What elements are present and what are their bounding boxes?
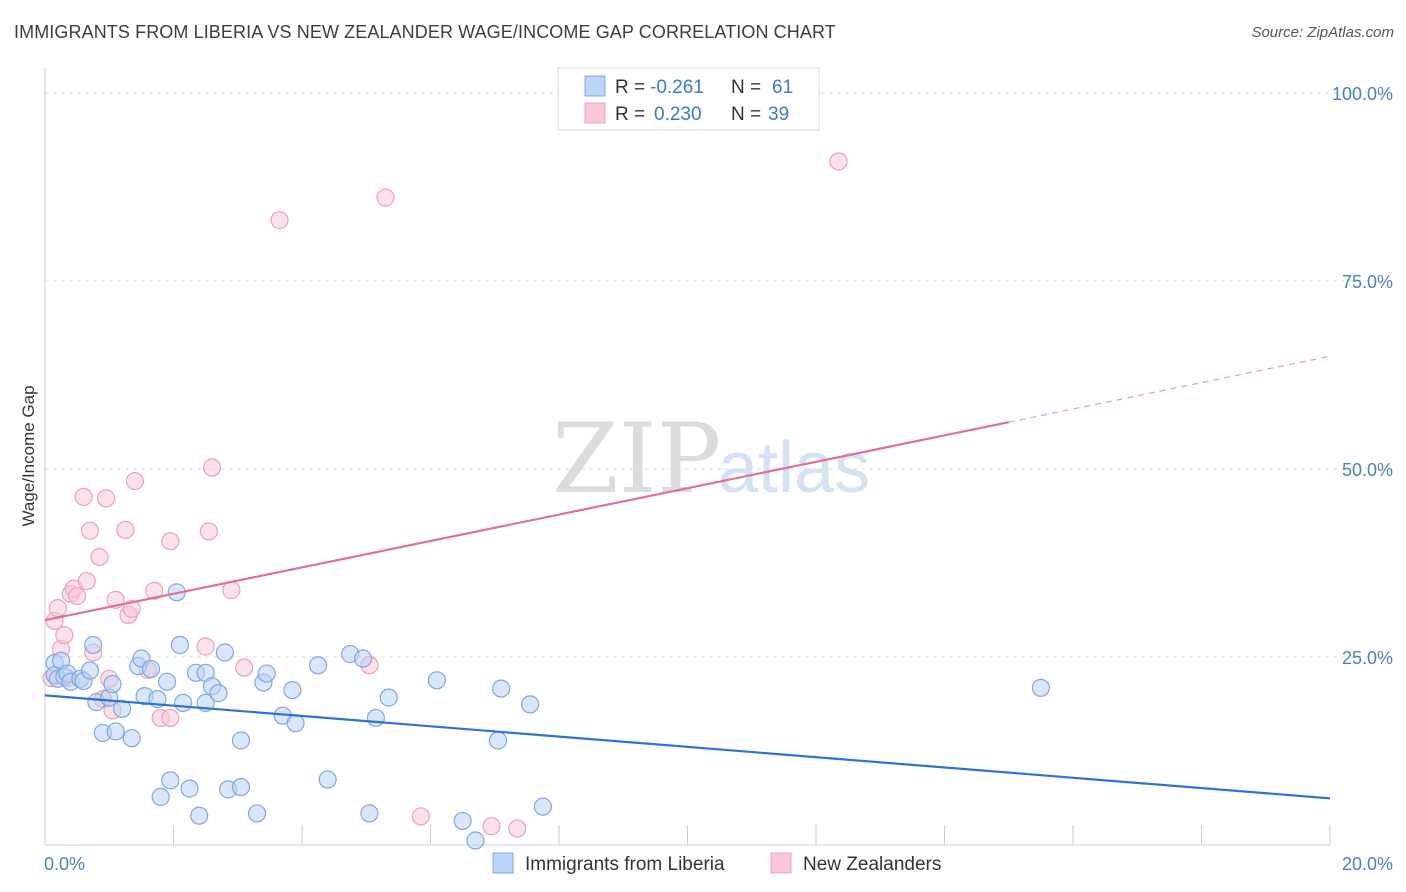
liberia-point (283, 680, 302, 700)
watermark-atlas: atlas (718, 428, 870, 508)
y-tick-label-100: 100.0% (1332, 84, 1393, 104)
legend-n-label-new-zealanders: N = (731, 104, 761, 125)
liberia-point (231, 777, 251, 797)
source-label: Source: ZipAtlas.com (1251, 24, 1394, 41)
liberia-point (257, 664, 276, 683)
new-zealanders-point (77, 571, 96, 591)
bottom-legend-swatch-new-zealanders (770, 852, 792, 874)
legend-swatch-liberia (584, 75, 606, 97)
liberia-point (308, 656, 328, 675)
y-tick-label-50: 50.0% (1342, 460, 1393, 480)
legend-swatch-new-zealanders (584, 102, 606, 124)
new-zealanders-point (376, 188, 395, 207)
liberia-point (161, 771, 180, 790)
new-zealanders-point (199, 522, 218, 541)
liberia-point (360, 804, 379, 823)
liberia-point (180, 779, 199, 798)
legend-n-value-liberia: 61 (772, 77, 793, 98)
liberia-point (231, 731, 251, 750)
top-legend: R = -0.261 N = 61 R = 0.230 N = 39 (557, 67, 820, 131)
series-liberia (45, 583, 1050, 850)
liberia-point (215, 643, 234, 662)
liberia-trend-line (44, 694, 1331, 800)
new-zealanders-point (125, 471, 145, 491)
bottom-legend-label-liberia: Immigrants from Liberia (525, 854, 725, 875)
liberia-point (520, 695, 540, 714)
new-zealanders-point (90, 547, 109, 567)
new-zealanders-point (829, 152, 848, 171)
liberia-point (80, 661, 100, 680)
liberia-point (103, 674, 122, 694)
liberia-point (174, 693, 193, 712)
legend-n-value-new-zealanders: 39 (768, 104, 789, 125)
axes (44, 68, 1331, 846)
watermark-zip: ZIP (552, 403, 721, 515)
bottom-legend-swatch-liberia (492, 852, 514, 874)
new-zealanders-trend-line-extrapolated (1008, 355, 1331, 423)
new-zealanders-point (161, 532, 180, 551)
liberia-point (151, 787, 170, 806)
new-zealanders-point (96, 489, 116, 508)
new-zealanders-point (68, 587, 87, 606)
new-zealanders-point (55, 626, 74, 645)
new-zealanders-point (80, 521, 100, 540)
liberia-point (533, 797, 553, 816)
new-zealanders-point (116, 520, 135, 540)
liberia-point (1031, 678, 1050, 697)
liberia-point (353, 649, 373, 668)
new-zealanders-point (145, 581, 164, 600)
liberia-point (379, 688, 398, 707)
liberia-point (453, 811, 472, 831)
liberia-point (286, 714, 305, 733)
new-zealanders-point (411, 807, 430, 826)
liberia-point (366, 708, 385, 728)
new-zealanders-point (122, 599, 141, 618)
new-zealanders-point (48, 599, 67, 618)
new-zealanders-point (508, 819, 527, 838)
legend-r-label-new-zealanders: R = (615, 104, 645, 125)
chart-title: IMMIGRANTS FROM LIBERIA VS NEW ZEALANDER… (14, 22, 836, 42)
legend-n-label-liberia: N = (731, 77, 761, 98)
legend-r-value-new-zealanders: 0.230 (654, 104, 702, 125)
new-zealanders-point (235, 658, 254, 677)
new-zealanders-point (161, 708, 180, 728)
axis-ticks: 25.0% 50.0% 75.0% 100.0% 0.0% 20.0% (44, 84, 1393, 874)
new-zealanders-point (196, 637, 215, 656)
y-tick-label-75: 75.0% (1342, 272, 1393, 292)
new-zealanders-trend-line (44, 421, 1009, 622)
liberia-point (84, 635, 103, 655)
new-zealanders-point (202, 458, 222, 477)
liberia-point (488, 731, 508, 750)
x-tick-label-end: 20.0% (1342, 854, 1393, 874)
liberia-point (157, 672, 177, 691)
liberia-point (106, 722, 125, 741)
bottom-legend: Immigrants from Liberia New Zealanders (492, 852, 941, 875)
liberia-point (209, 684, 228, 703)
trend-lines (44, 355, 1331, 800)
y-tick-label-25: 25.0% (1342, 648, 1393, 668)
liberia-point (112, 699, 132, 718)
liberia-point (122, 729, 141, 748)
liberia-point (427, 671, 447, 690)
liberia-point (190, 806, 209, 825)
new-zealanders-point (270, 211, 289, 230)
liberia-point (492, 679, 511, 698)
liberia-point (170, 635, 190, 655)
legend-r-value-liberia: -0.261 (650, 77, 704, 98)
liberia-point (247, 804, 267, 823)
new-zealanders-point (74, 487, 93, 506)
liberia-point (141, 659, 161, 679)
new-zealanders-point (482, 817, 501, 836)
bottom-legend-label-new-zealanders: New Zealanders (803, 854, 941, 875)
legend-r-label-liberia: R = (615, 77, 645, 98)
liberia-point (318, 770, 337, 789)
grid-lines (45, 92, 1392, 658)
y-axis-label: Wage/Income Gap (19, 385, 38, 526)
liberia-point (466, 831, 485, 850)
x-tick-label-start: 0.0% (44, 854, 85, 874)
